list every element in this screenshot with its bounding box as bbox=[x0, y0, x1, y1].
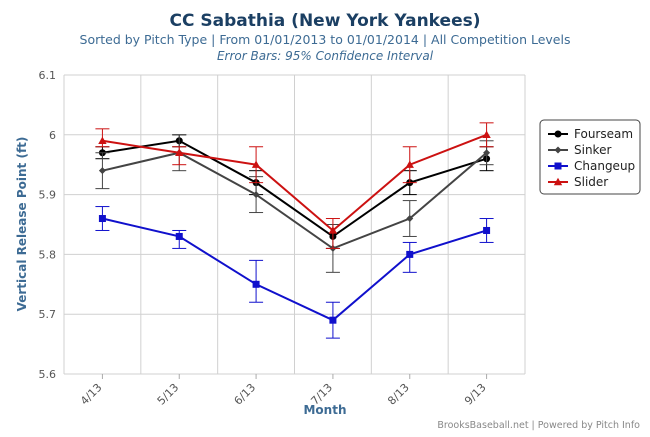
changeup-point bbox=[406, 250, 414, 258]
changeup-point bbox=[252, 280, 260, 288]
x-axis-label: Month bbox=[303, 403, 346, 417]
changeup-point bbox=[329, 316, 337, 324]
sinker-line bbox=[102, 151, 488, 250]
y-tick-label: 5.9 bbox=[39, 189, 57, 202]
slider-line bbox=[102, 133, 487, 232]
y-tick-label: 5.6 bbox=[39, 368, 57, 381]
slider-point bbox=[328, 226, 338, 234]
legend-label-sinker: Sinker bbox=[574, 143, 611, 157]
y-tick-label: 5.7 bbox=[39, 308, 57, 321]
sinker-point bbox=[406, 215, 414, 223]
legend-label-fourseam: Fourseam bbox=[574, 127, 633, 141]
slider-point bbox=[175, 148, 184, 156]
sinker-point bbox=[98, 167, 106, 175]
legend-marker-changeup bbox=[554, 162, 562, 170]
series-group bbox=[95, 122, 494, 339]
grid-lines bbox=[63, 74, 526, 375]
changeup-line bbox=[102, 217, 487, 322]
legend: Fourseam Sinker Changeup Slider bbox=[539, 119, 641, 195]
chart-title: CC Sabathia (New York Yankees) bbox=[170, 11, 481, 31]
x-axis-ticks: 4/13 5/13 6/13 7/13 8/13 9/13 bbox=[78, 374, 489, 408]
chart-note: Error Bars: 95% Confidence Interval bbox=[217, 49, 434, 63]
slider-point bbox=[405, 160, 414, 168]
legend-marker-sinker bbox=[554, 146, 562, 154]
x-tick-label: 5/13 bbox=[155, 381, 182, 408]
changeup-point bbox=[483, 226, 491, 234]
x-tick-label: 8/13 bbox=[385, 381, 412, 408]
legend-marker-slider bbox=[553, 177, 563, 186]
slider-point bbox=[98, 136, 107, 144]
slider-point bbox=[251, 160, 261, 168]
y-axis-ticks: 5.6 5.7 5.8 5.9 6 6.1 bbox=[39, 69, 57, 381]
fourseam-line bbox=[102, 139, 487, 238]
y-axis-label: Vertical Release Point (ft) bbox=[15, 137, 29, 312]
legend-label-slider: Slider bbox=[574, 175, 608, 189]
sinker-point bbox=[483, 149, 491, 157]
legend-marker-fourseam bbox=[554, 130, 562, 138]
credit-text: BrooksBaseball.net | Powered by Pitch In… bbox=[437, 420, 640, 431]
x-tick-label: 9/13 bbox=[462, 381, 489, 408]
sinker-point bbox=[252, 191, 260, 199]
y-tick-label: 5.8 bbox=[39, 248, 57, 261]
y-tick-label: 6 bbox=[49, 129, 56, 142]
y-tick-label: 6.1 bbox=[39, 69, 57, 82]
series-slider bbox=[95, 122, 494, 249]
x-tick-label: 6/13 bbox=[232, 381, 259, 408]
legend-box bbox=[539, 119, 641, 195]
series-changeup bbox=[95, 206, 494, 339]
legend-label-changeup: Changeup bbox=[574, 159, 635, 173]
changeup-point bbox=[98, 215, 106, 223]
changeup-point bbox=[175, 232, 183, 240]
chart-subtitle: Sorted by Pitch Type | From 01/01/2013 t… bbox=[80, 32, 571, 47]
slider-point bbox=[482, 130, 491, 138]
x-tick-label: 4/13 bbox=[78, 381, 105, 408]
